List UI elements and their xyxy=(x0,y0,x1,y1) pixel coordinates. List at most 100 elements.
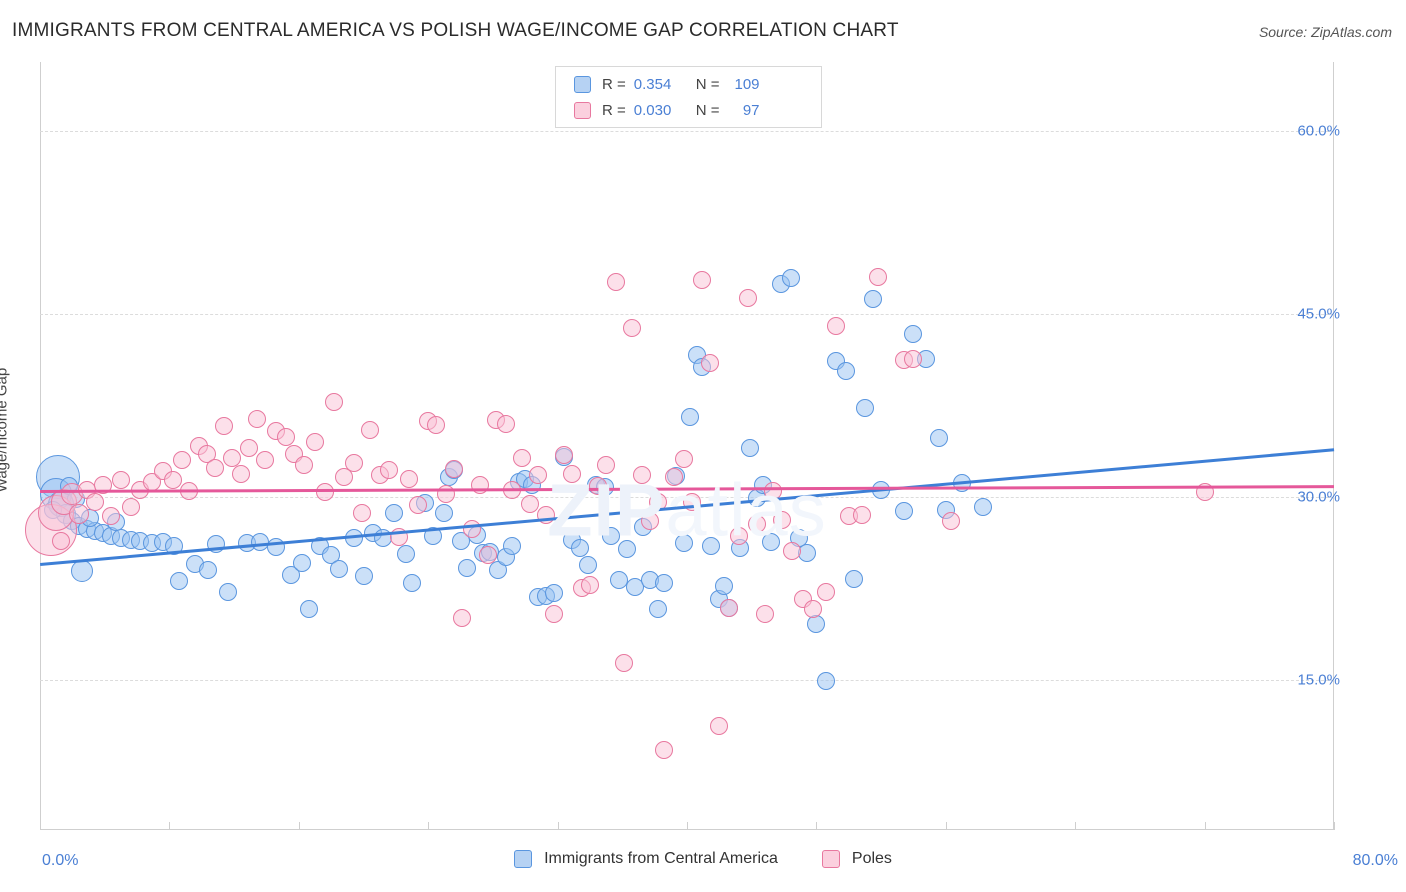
x-axis-tick xyxy=(1334,822,1335,830)
scatter-point xyxy=(385,503,404,522)
scatter-point xyxy=(424,526,443,545)
scatter-point xyxy=(648,492,667,511)
scatter-point xyxy=(868,268,887,287)
scatter-point xyxy=(330,559,349,578)
scatter-point xyxy=(555,446,574,465)
scatter-point xyxy=(545,584,564,603)
x-axis-tick xyxy=(1204,822,1206,830)
scatter-point xyxy=(352,503,371,522)
scatter-point xyxy=(852,506,871,525)
scatter-point xyxy=(315,482,334,501)
scatter-point xyxy=(580,575,599,594)
scatter-point xyxy=(503,480,522,499)
scatter-point xyxy=(218,583,237,602)
scatter-point xyxy=(170,572,189,591)
scatter-point xyxy=(783,541,802,560)
legend-n-label-blue: N = xyxy=(695,75,720,93)
scatter-point xyxy=(85,492,104,511)
scatter-point xyxy=(325,392,344,411)
legend-row-blue: R = 0.354 N = 109 xyxy=(574,71,760,97)
scatter-point xyxy=(648,600,667,619)
scatter-point xyxy=(390,528,409,547)
scatter-point xyxy=(781,269,800,288)
trend-line xyxy=(40,484,1335,493)
scatter-point xyxy=(974,497,992,516)
gridline xyxy=(40,679,1334,681)
scatter-point xyxy=(817,672,836,691)
scatter-point xyxy=(692,270,711,289)
scatter-point xyxy=(165,536,184,555)
scatter-point xyxy=(904,325,923,344)
scatter-point xyxy=(281,565,300,584)
y-axis-label: Wage/Income Gap xyxy=(0,367,11,493)
x-axis-tick xyxy=(816,822,818,830)
x-axis-tick xyxy=(1075,822,1077,830)
legend-swatch-pink xyxy=(574,101,591,119)
x-axis-max-label: 80.0% xyxy=(1352,852,1398,869)
scatter-point xyxy=(655,740,674,759)
scatter-point xyxy=(453,608,472,627)
scatter-point xyxy=(710,717,729,736)
scatter-point xyxy=(640,512,659,531)
scatter-point xyxy=(804,600,823,619)
scatter-point xyxy=(294,456,313,475)
scatter-point xyxy=(773,511,792,530)
scatter-point xyxy=(503,536,522,555)
y-axis-line xyxy=(40,62,41,830)
scatter-point xyxy=(111,470,130,489)
x-axis-tick xyxy=(687,822,688,830)
legend-series-label-blue: Immigrants from Central America xyxy=(544,850,778,867)
x-axis-tick xyxy=(557,822,559,830)
scatter-point xyxy=(729,526,748,545)
scatter-point xyxy=(513,448,531,467)
scatter-point xyxy=(458,558,477,577)
legend-r-value-blue: 0.354 xyxy=(633,75,672,93)
series-legend: Immigrants from Central America Poles xyxy=(0,850,1406,868)
y-axis-tick-label: 15.0% xyxy=(1297,671,1340,689)
legend-series-swatch-pink xyxy=(821,850,840,868)
scatter-point xyxy=(293,553,312,572)
scatter-point xyxy=(623,319,641,338)
scatter-point xyxy=(702,536,721,555)
scatter-point xyxy=(844,569,863,588)
correlation-legend: R = 0.354 N = 109 R = 0.030 N = 97 xyxy=(555,66,822,128)
scatter-point xyxy=(741,439,760,457)
scatter-point xyxy=(747,514,766,533)
scatter-point xyxy=(396,545,415,564)
scatter-point xyxy=(941,512,960,531)
scatter-point xyxy=(872,480,891,499)
scatter-point xyxy=(462,519,481,538)
scatter-point xyxy=(836,362,855,381)
y-axis-tick-label: 60.0% xyxy=(1297,122,1340,140)
y-axis-tick-label: 45.0% xyxy=(1297,305,1340,323)
legend-r-value-pink: 0.030 xyxy=(633,101,672,119)
scatter-point xyxy=(163,470,182,489)
gridline xyxy=(40,313,1334,315)
scatter-point xyxy=(720,598,739,617)
legend-item-pink[interactable]: Poles xyxy=(821,850,892,868)
scatter-point xyxy=(763,481,782,500)
scatter-point xyxy=(864,290,882,309)
scatter-point xyxy=(632,465,651,484)
gridline xyxy=(40,130,1334,132)
scatter-point xyxy=(930,429,949,448)
scatter-point xyxy=(173,451,192,470)
legend-n-label-pink: N = xyxy=(695,101,720,119)
scatter-point xyxy=(826,316,845,335)
scatter-point xyxy=(762,532,781,551)
scatter-point xyxy=(68,503,89,524)
legend-item-blue[interactable]: Immigrants from Central America xyxy=(514,850,778,868)
scatter-point xyxy=(755,605,774,623)
scatter-point xyxy=(199,561,218,580)
scatter-point xyxy=(360,420,379,439)
legend-r-label-blue: R = xyxy=(602,75,626,93)
x-axis-tick xyxy=(40,822,41,830)
scatter-point xyxy=(496,414,515,433)
scatter-point xyxy=(71,560,94,583)
x-axis-min-label: 0.0% xyxy=(42,852,79,869)
legend-n-value-blue: 109 xyxy=(734,75,760,93)
scatter-point xyxy=(855,398,874,417)
scatter-point xyxy=(231,464,250,483)
scatter-point xyxy=(52,531,71,550)
scatter-point xyxy=(223,448,242,467)
